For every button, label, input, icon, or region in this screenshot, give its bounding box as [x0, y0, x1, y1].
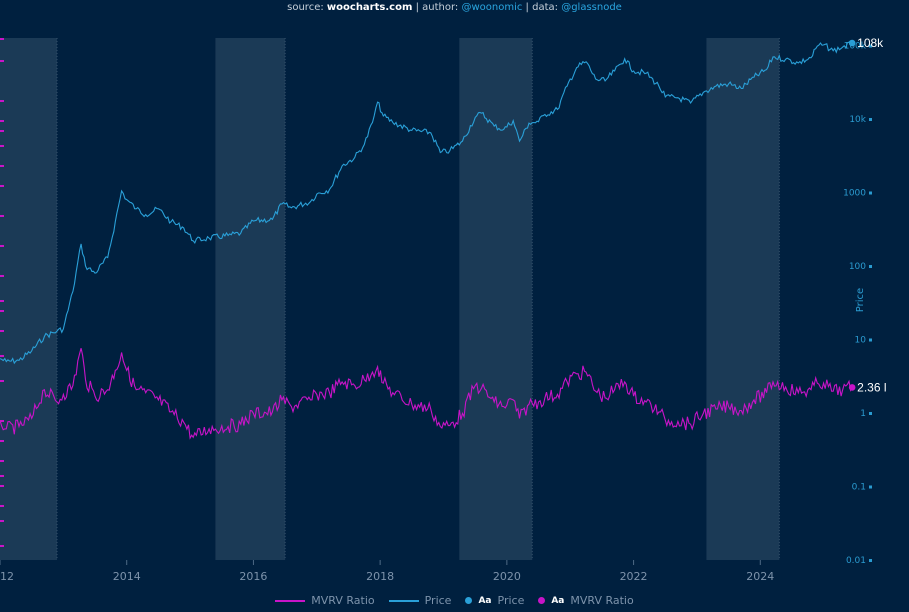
y-tick-label: 0.1: [852, 483, 866, 493]
price-end-point: [848, 39, 856, 47]
x-tick-label: 2020: [493, 570, 521, 583]
left-axis-tick: [0, 520, 4, 522]
legend: MVRV Ratio Price Aa Price Aa MVRV Ratio: [0, 594, 909, 607]
legend-swatch-price: [388, 599, 419, 602]
left-axis-tick: [0, 60, 4, 62]
left-axis-tick: [0, 165, 4, 167]
y-tick-label: 100: [849, 262, 866, 272]
mvrv-end-point: [848, 384, 856, 391]
legend-dot-price: [465, 597, 473, 604]
left-axis-tick: [0, 245, 4, 247]
y-tick-label: 0.01: [846, 556, 866, 566]
price-series-line: [0, 39, 853, 365]
left-axis-tick: [0, 545, 4, 547]
legend-text-glyph: Aa: [551, 595, 565, 606]
source-site-link[interactable]: woocharts.com: [326, 2, 413, 13]
x-tick-label: 2016: [239, 570, 267, 583]
y-tick-mark: [869, 191, 872, 195]
left-axis-tick: [0, 485, 4, 487]
shaded-period: [215, 38, 286, 560]
legend-item-mvrv-line[interactable]: MVRV Ratio: [275, 594, 375, 607]
y-tick-mark: [869, 485, 872, 489]
left-axis-tick: [0, 310, 4, 312]
legend-dot-mvrv: [538, 597, 546, 604]
y-tick-label: 10k: [849, 115, 866, 125]
shaded-period: [706, 38, 780, 560]
y-tick-label: 10: [855, 336, 867, 346]
left-axis-tick: [0, 130, 4, 132]
legend-item-price-text[interactable]: Aa Price: [465, 594, 524, 607]
author-label: author:: [422, 2, 459, 13]
y-axis-title: Price: [855, 288, 866, 312]
y-tick-mark: [869, 265, 872, 268]
data-label: data:: [532, 2, 559, 13]
x-tick-label: 2014: [113, 570, 141, 583]
x-axis: 2012 2014 2016 2018 2020 2022 2024: [0, 560, 774, 583]
y-tick-mark: [869, 118, 872, 121]
author-link[interactable]: @woonomic: [461, 2, 523, 13]
x-tick-label: 2012: [0, 570, 14, 583]
left-axis-ticks: [0, 38, 4, 547]
price-end-label: 108k: [857, 36, 884, 50]
left-axis-tick: [0, 275, 4, 277]
y-tick-label: 100k: [844, 42, 867, 52]
legend-label: Price: [497, 594, 525, 607]
left-axis-tick: [0, 460, 4, 462]
left-axis-tick: [0, 185, 4, 187]
y-tick-mark: [869, 559, 872, 562]
left-axis-tick: [0, 215, 4, 217]
legend-item-mvrv-text[interactable]: Aa MVRV Ratio: [538, 594, 634, 607]
data-source-link[interactable]: @glassnode: [561, 2, 622, 13]
legend-label: Price: [424, 594, 452, 607]
x-tick-label: 2018: [366, 570, 394, 583]
mvrv-series-line: [0, 348, 853, 440]
left-axis-tick: [0, 100, 4, 102]
end-labels: 108k 2.36 l: [857, 36, 886, 394]
y-tick-label: 1: [860, 409, 866, 419]
mvrv-end-label: 2.36 l: [857, 380, 886, 394]
series-lines: [0, 39, 856, 440]
left-axis-tick: [0, 38, 4, 40]
legend-swatch-mvrv: [275, 599, 306, 602]
left-axis-tick: [0, 420, 4, 422]
legend-text-glyph: Aa: [478, 595, 492, 606]
source-credits: source: woocharts.com | author: @woonomi…: [287, 2, 622, 13]
x-tick-label: 2022: [620, 570, 648, 583]
shaded-periods: [0, 38, 780, 560]
y-tick-mark: [869, 44, 872, 48]
left-axis-tick: [0, 355, 4, 357]
source-label: source:: [287, 2, 324, 13]
y-tick-label: 1000: [843, 189, 866, 199]
left-axis-tick: [0, 380, 4, 382]
left-axis-tick: [0, 440, 4, 442]
left-axis-tick: [0, 300, 4, 302]
legend-item-price-line[interactable]: Price: [388, 594, 452, 607]
legend-label: MVRV Ratio: [311, 594, 375, 607]
shaded-period: [459, 38, 533, 560]
right-axis: 0.01 0.1 1 10 100 1000 10k 100k Price: [843, 42, 872, 566]
y-tick-mark: [869, 412, 872, 415]
shaded-period: [0, 38, 58, 560]
left-axis-tick: [0, 145, 4, 147]
legend-label: MVRV Ratio: [570, 594, 634, 607]
left-axis-tick: [0, 120, 4, 122]
x-tick-label: 2024: [746, 570, 774, 583]
left-axis-tick: [0, 475, 4, 477]
left-axis-tick: [0, 330, 4, 332]
y-tick-mark: [869, 338, 872, 342]
left-axis-tick: [0, 505, 4, 507]
